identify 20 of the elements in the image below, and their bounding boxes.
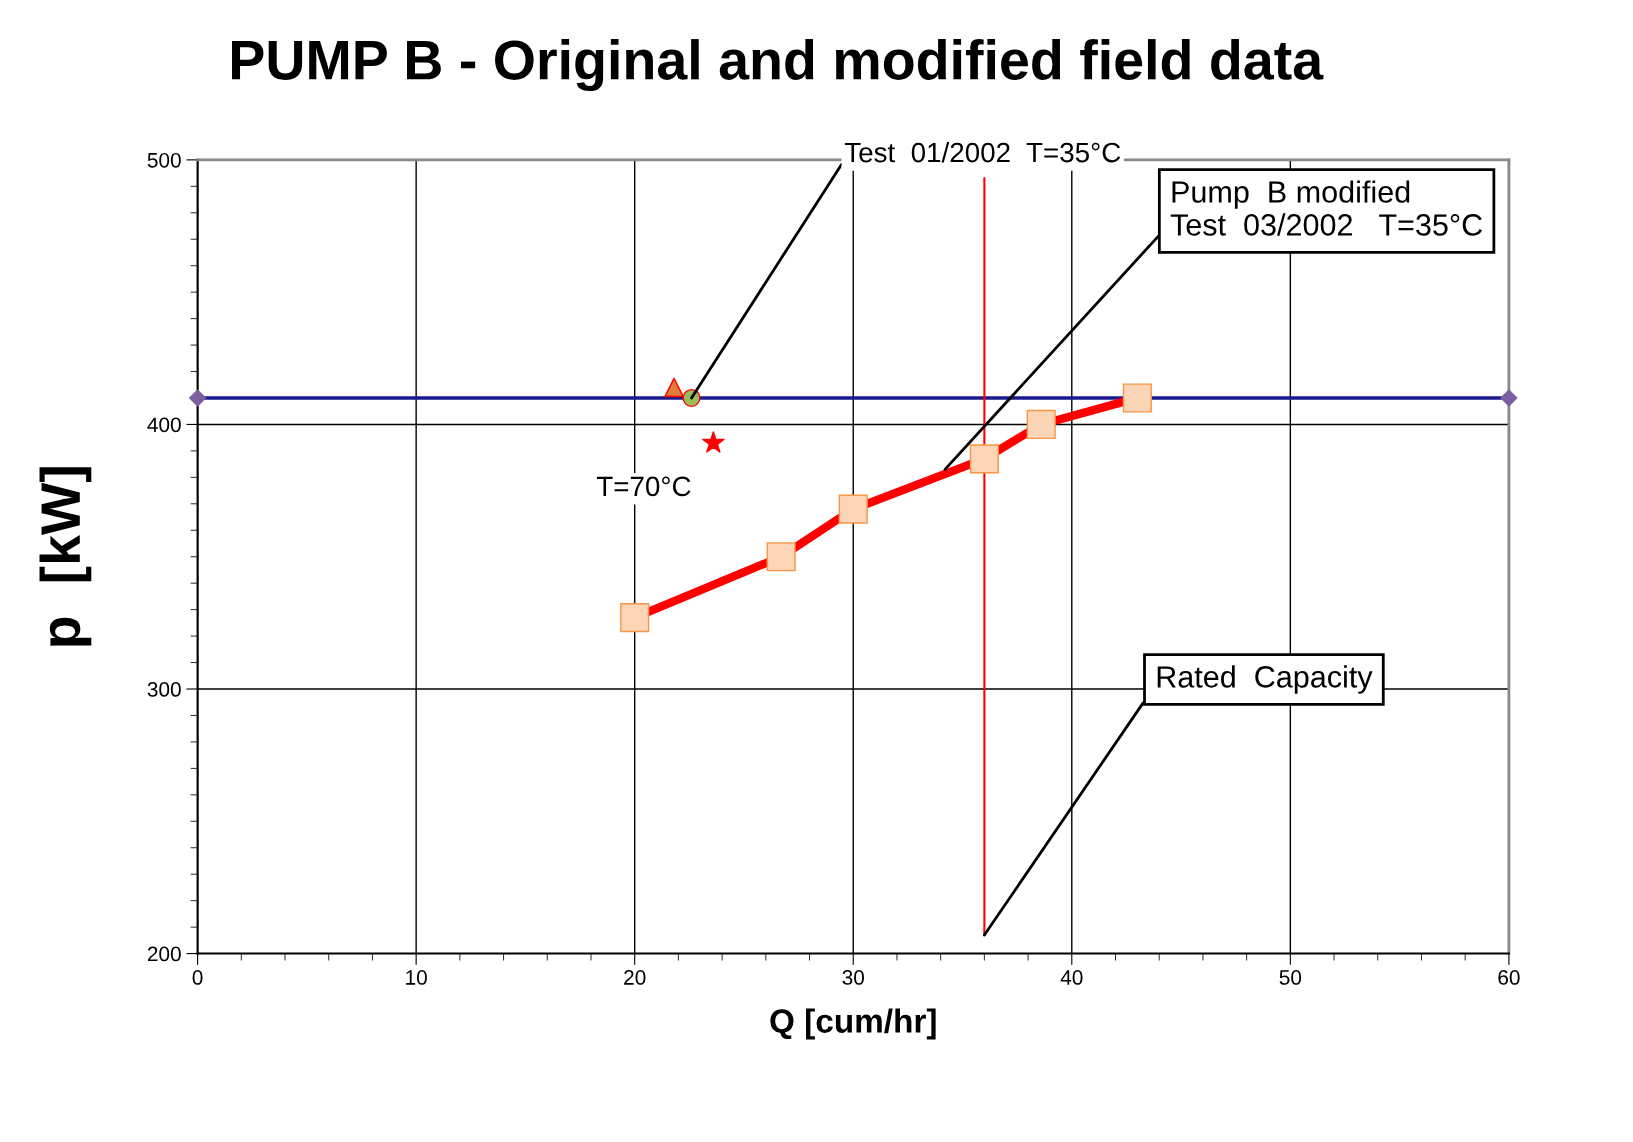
x-tick-label: 0 — [192, 970, 203, 985]
x-tick-label: 50 — [1279, 970, 1302, 985]
point — [702, 431, 725, 453]
annotation: T=70°C — [596, 476, 691, 497]
x-tick-label: 10 — [406, 970, 427, 985]
chart-title: PUMP B - Original and modified field data — [232, 39, 1324, 92]
y-tick-label: 300 — [147, 682, 181, 697]
y-axis-title: p [kW] — [39, 467, 92, 646]
y-tick-label: 500 — [147, 152, 181, 168]
annotation: Rated Capacity — [1157, 665, 1373, 694]
x-axis-title: Q [cum/hr] — [770, 1008, 936, 1040]
y-tick-label: 400 — [147, 417, 181, 433]
x-tick-label: 30 — [842, 970, 865, 985]
point — [664, 377, 684, 398]
annotation: Test 01/2002 T=35°C — [844, 141, 1121, 163]
annotation: Pump B modified Test 03/2002 T=35°C — [1170, 180, 1483, 236]
x-tick-label: 40 — [1060, 970, 1083, 985]
x-tick-label: 20 — [624, 970, 646, 985]
x-tick-label: 60 — [1498, 970, 1520, 985]
y-tick-label: 200 — [147, 946, 181, 962]
